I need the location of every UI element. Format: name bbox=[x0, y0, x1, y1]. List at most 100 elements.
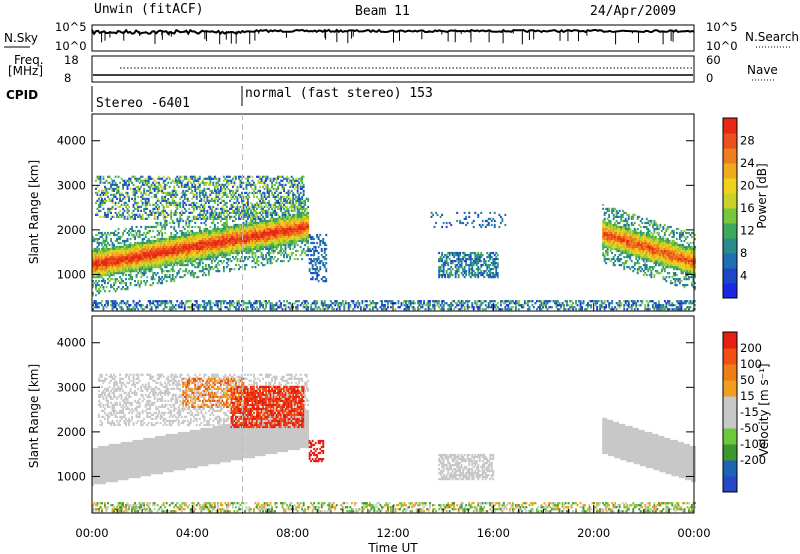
power-cell bbox=[144, 282, 147, 285]
power-cell bbox=[271, 243, 273, 247]
power-cell bbox=[137, 177, 140, 180]
power-cell bbox=[283, 199, 285, 202]
power-cell bbox=[194, 215, 197, 218]
power-cell bbox=[227, 227, 230, 231]
power-cell bbox=[290, 219, 293, 223]
power-cell bbox=[439, 268, 442, 271]
power-cell bbox=[147, 241, 150, 245]
power-cell bbox=[302, 185, 305, 188]
power-cell bbox=[238, 213, 240, 216]
power-cell bbox=[188, 203, 191, 206]
power-cell bbox=[254, 225, 257, 229]
power-cell bbox=[182, 199, 185, 202]
power-cell bbox=[155, 274, 158, 277]
power-cell bbox=[123, 229, 126, 233]
power-cell bbox=[93, 272, 96, 275]
power-cell bbox=[301, 251, 304, 255]
power-cell bbox=[269, 237, 272, 241]
power-cell bbox=[266, 258, 269, 261]
power-cell bbox=[188, 221, 191, 225]
power-cell bbox=[102, 306, 105, 309]
power-cell bbox=[209, 211, 212, 214]
power-cell bbox=[317, 262, 320, 265]
power-cell bbox=[218, 254, 221, 257]
power-cell bbox=[102, 256, 105, 259]
power-cell bbox=[323, 304, 326, 307]
power-cell bbox=[257, 181, 260, 184]
power-cell bbox=[165, 243, 168, 247]
power-cell bbox=[292, 247, 295, 251]
power-cell bbox=[201, 256, 204, 259]
power-cell bbox=[441, 258, 444, 261]
power-cell bbox=[99, 254, 102, 257]
power-cell bbox=[284, 191, 287, 194]
power-cell bbox=[162, 181, 165, 184]
power-cell bbox=[227, 245, 230, 249]
power-cell bbox=[203, 245, 206, 249]
power-cell bbox=[280, 243, 282, 247]
power-cell bbox=[194, 179, 197, 182]
power-cell bbox=[179, 201, 182, 204]
power-cell bbox=[177, 256, 180, 259]
power-cell bbox=[251, 304, 254, 307]
power-cell bbox=[254, 185, 257, 188]
power-cell bbox=[152, 264, 155, 267]
power-cell bbox=[180, 181, 183, 184]
power-cell bbox=[119, 241, 121, 245]
power-cell bbox=[192, 251, 195, 255]
power-cell bbox=[253, 302, 255, 305]
power-cell bbox=[241, 185, 243, 188]
power-cell bbox=[241, 227, 243, 231]
power-cell bbox=[347, 302, 350, 305]
power-cell bbox=[110, 193, 112, 196]
power-cell bbox=[241, 256, 243, 259]
power-cell bbox=[406, 300, 409, 303]
power-cell bbox=[108, 280, 111, 283]
power-cell bbox=[268, 225, 270, 229]
power-cell bbox=[174, 205, 177, 208]
power-cell bbox=[189, 249, 192, 253]
power-cell bbox=[269, 221, 272, 225]
power-cell bbox=[185, 243, 188, 247]
power-cell bbox=[206, 231, 209, 235]
power-cell bbox=[191, 274, 194, 277]
power-cell bbox=[310, 260, 313, 263]
power-cell bbox=[271, 262, 273, 265]
power-cell bbox=[141, 233, 144, 237]
power-cell bbox=[278, 225, 281, 229]
power-cell bbox=[224, 235, 227, 239]
power-cell bbox=[185, 219, 188, 223]
power-cell bbox=[150, 239, 153, 243]
power-cell bbox=[92, 235, 94, 239]
power-cell bbox=[281, 223, 284, 227]
power-cell bbox=[158, 264, 161, 267]
power-cell bbox=[207, 302, 210, 305]
power-cell bbox=[200, 181, 203, 184]
power-cell bbox=[238, 300, 240, 303]
power-cell bbox=[170, 280, 173, 283]
power-cell bbox=[179, 264, 182, 267]
power-cell bbox=[218, 215, 221, 218]
date-title: 24/Apr/2009 bbox=[590, 4, 676, 19]
power-cell bbox=[156, 223, 159, 227]
nsearch-label: N.Search bbox=[745, 30, 799, 44]
power-cell bbox=[144, 179, 147, 182]
power-cell bbox=[203, 249, 206, 253]
power-cell bbox=[301, 185, 304, 188]
power-cell bbox=[232, 249, 234, 253]
power-cell bbox=[168, 270, 171, 273]
power-cell bbox=[263, 211, 266, 214]
power-cell bbox=[429, 300, 431, 303]
power-cell bbox=[153, 254, 156, 257]
power-cell bbox=[171, 197, 174, 200]
power-cell bbox=[244, 258, 246, 261]
power-cell bbox=[135, 270, 138, 273]
power-cell bbox=[232, 219, 234, 223]
power-cell bbox=[289, 258, 292, 261]
power-cell bbox=[176, 193, 179, 196]
power-cell bbox=[277, 177, 279, 180]
power-cell bbox=[257, 225, 260, 229]
power-cell bbox=[271, 215, 273, 218]
power-cell bbox=[185, 268, 188, 271]
power-cell bbox=[129, 256, 132, 259]
